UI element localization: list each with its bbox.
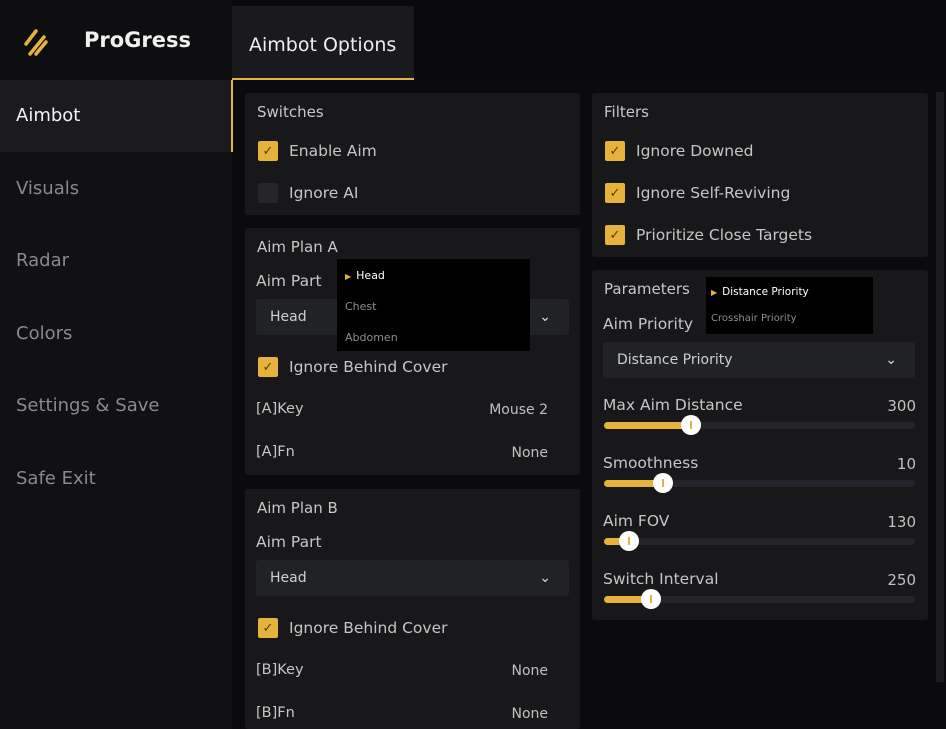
slider-handle[interactable]: [618, 531, 639, 551]
filters-panel: Filters ✓ Ignore Downed ✓ Ignore Self-Re…: [592, 93, 928, 257]
checkbox-label: Ignore Behind Cover: [289, 619, 448, 637]
checkbox-label: Enable Aim: [289, 142, 377, 160]
slider-handle[interactable]: [640, 589, 661, 609]
option-chest[interactable]: Chest: [345, 300, 377, 313]
slider-value: 10: [896, 455, 916, 473]
panel-title: Aim Plan A: [257, 238, 338, 256]
key-label: [B]Key: [256, 662, 304, 678]
fn-label: [A]Fn: [256, 444, 295, 460]
slider-value: 250: [887, 571, 916, 589]
chevron-down-icon: ⌄: [885, 352, 897, 368]
aim-part-select[interactable]: Head ⌄: [256, 560, 569, 596]
slider-track[interactable]: [604, 415, 915, 435]
ignore-downed-checkbox[interactable]: ✓: [605, 141, 625, 161]
aim-priority-label: Aim Priority: [603, 315, 694, 333]
aim-priority-select[interactable]: Distance Priority ⌄: [603, 342, 915, 378]
slider-fill: [604, 480, 664, 487]
option-crosshair-priority[interactable]: Crosshair Priority: [711, 313, 797, 324]
slider-value: 130: [887, 513, 916, 531]
panel-title: Aim Plan B: [257, 499, 338, 517]
ignore-cover-checkbox[interactable]: ✓: [258, 618, 278, 638]
select-value: Head: [270, 309, 307, 325]
sidebar-item-aimbot[interactable]: Aimbot: [0, 80, 232, 152]
select-value: Distance Priority: [617, 352, 733, 368]
sidebar-item-visuals[interactable]: Visuals: [16, 177, 80, 199]
app-name: ProGress: [84, 28, 192, 52]
chevron-down-icon: ⌄: [539, 309, 551, 325]
option-abdomen[interactable]: Abdomen: [345, 331, 398, 344]
panel-title: Parameters: [604, 280, 690, 298]
prioritize-close-checkbox[interactable]: ✓: [605, 225, 625, 245]
logo-area: [0, 0, 232, 80]
sidebar-item-radar[interactable]: Radar: [16, 250, 69, 271]
checkbox-label: Ignore Downed: [636, 142, 754, 160]
panel-title: Filters: [604, 103, 649, 121]
slashes-logo-icon: [24, 29, 48, 56]
aim-part-label: Aim Part: [256, 533, 322, 551]
slider-track[interactable]: [604, 589, 915, 609]
ignore-cover-checkbox[interactable]: ✓: [258, 357, 278, 377]
fn-value[interactable]: None: [511, 445, 548, 461]
sidebar-item-safe-exit[interactable]: Safe Exit: [16, 467, 96, 489]
slider-handle[interactable]: [653, 473, 674, 493]
option-label: Head: [356, 269, 385, 282]
checkbox-label: Ignore AI: [289, 184, 359, 202]
slider-value: 300: [887, 397, 916, 415]
slider-label: Max Aim Distance: [603, 396, 743, 414]
chevron-down-icon: ⌄: [539, 570, 551, 586]
aim-part-label: Aim Part: [256, 272, 322, 290]
slider-fill: [604, 538, 629, 545]
ignore-ai-checkbox[interactable]: [258, 183, 278, 203]
slider-track[interactable]: [604, 531, 915, 551]
option-distance-priority[interactable]: ▶ Distance Priority: [711, 286, 809, 298]
fn-value[interactable]: None: [511, 706, 548, 722]
checkbox-label: Prioritize Close Targets: [636, 226, 813, 244]
ignore-self-reviving-checkbox[interactable]: ✓: [605, 183, 625, 203]
caret-right-icon: ▶: [345, 272, 352, 281]
slider-label: Smoothness: [603, 454, 699, 472]
scrollbar[interactable]: [936, 92, 944, 682]
slider-handle[interactable]: [681, 415, 702, 435]
slider-label: Switch Interval: [603, 570, 719, 588]
fn-label: [B]Fn: [256, 705, 295, 721]
aim-part-dropdown: ▶ Head Chest Abdomen: [337, 259, 530, 351]
sidebar-item-settings-save[interactable]: Settings & Save: [16, 395, 160, 416]
switches-panel: Switches ✓ Enable Aim Ignore AI: [245, 93, 580, 215]
tab-aimbot-options[interactable]: Aimbot Options: [232, 6, 414, 80]
enable-aim-checkbox[interactable]: ✓: [258, 141, 278, 161]
slider-label: Aim FOV: [603, 512, 670, 530]
key-value[interactable]: None: [511, 663, 548, 679]
option-head[interactable]: ▶ Head: [345, 269, 385, 282]
active-indicator: [231, 80, 233, 152]
slider-track[interactable]: [604, 473, 915, 493]
checkbox-label: Ignore Self-Reviving: [636, 184, 791, 202]
key-value[interactable]: Mouse 2: [489, 402, 548, 418]
slider-fill: [604, 596, 651, 603]
slider-fill: [604, 422, 692, 429]
caret-right-icon: ▶: [711, 288, 718, 297]
select-value: Head: [270, 570, 307, 586]
aim-priority-dropdown: ▶ Distance Priority Crosshair Priority: [706, 277, 873, 334]
option-label: Distance Priority: [722, 286, 809, 298]
panel-title: Switches: [257, 103, 324, 121]
checkbox-label: Ignore Behind Cover: [289, 358, 448, 376]
aim-plan-b-panel: Aim Plan B Aim Part Head ⌄ ✓ Ignore Behin…: [245, 489, 580, 729]
sidebar-item-colors[interactable]: Colors: [16, 322, 73, 344]
key-label: [A]Key: [256, 401, 304, 417]
